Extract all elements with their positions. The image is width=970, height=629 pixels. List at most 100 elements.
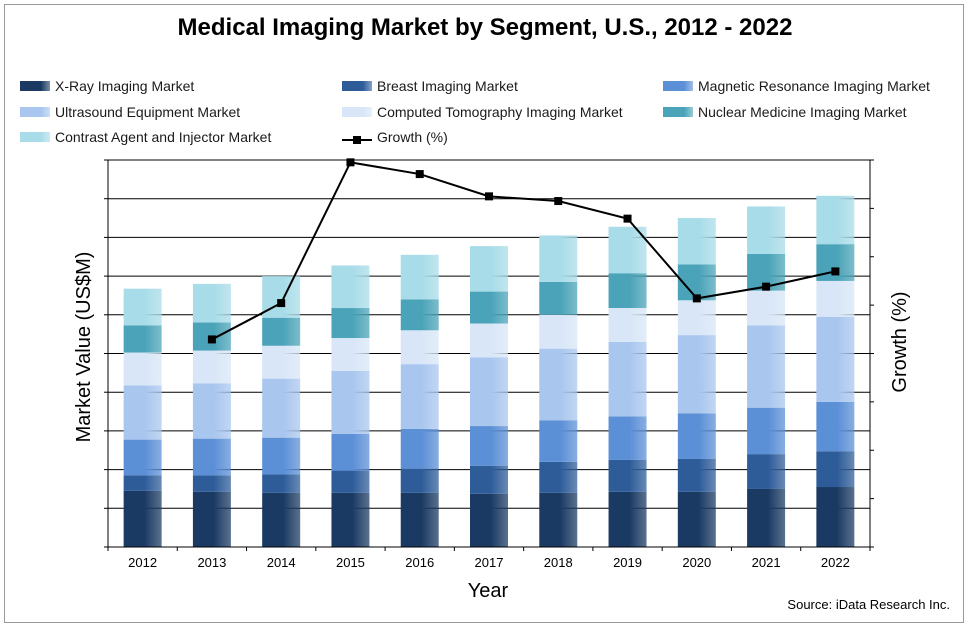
bar-segment xyxy=(816,451,855,488)
legend-label: Growth (%) xyxy=(377,129,448,145)
legend-swatch xyxy=(663,107,693,117)
growth-point xyxy=(485,192,493,201)
axes xyxy=(104,159,874,551)
bar-segment xyxy=(400,254,439,300)
growth-point xyxy=(692,294,701,303)
bar-segment xyxy=(123,325,162,353)
bar-segment xyxy=(123,288,162,326)
bar-segment xyxy=(608,308,647,342)
legend-swatch xyxy=(342,107,372,117)
bar-segment xyxy=(192,383,231,439)
bar-segment xyxy=(331,433,370,471)
bar-segment xyxy=(192,283,231,323)
bar-segment xyxy=(747,407,786,455)
bar-segment xyxy=(539,420,578,462)
source-note: Source: iData Research Inc. xyxy=(787,597,950,612)
bar-segment xyxy=(470,493,508,547)
chart-title: Medical Imaging Market by Segment, U.S.,… xyxy=(177,14,793,41)
legend-label: Computed Tomography Imaging Market xyxy=(377,104,623,120)
x-tick-label: 2013 xyxy=(197,555,226,570)
bar-segment xyxy=(262,345,301,379)
x-tick-label: 2020 xyxy=(682,555,711,570)
bar-segment xyxy=(192,475,231,492)
bar-segment xyxy=(470,357,508,427)
bar-segment xyxy=(539,281,578,315)
bar-segment xyxy=(262,276,301,318)
legend-label: X-Ray Imaging Market xyxy=(55,78,195,94)
bar-segment xyxy=(192,350,231,384)
bar-segment xyxy=(816,280,855,317)
x-tick-label: 2022 xyxy=(821,555,850,570)
legend-label: Contrast Agent and Injector Market xyxy=(55,129,272,145)
bar-segment xyxy=(262,317,301,346)
bar-segment xyxy=(747,206,786,254)
growth-point xyxy=(277,299,286,308)
growth-point xyxy=(623,214,632,223)
growth-point xyxy=(831,267,840,276)
bar-segment xyxy=(677,335,716,414)
bar-segment xyxy=(123,490,162,547)
bar-segment xyxy=(331,308,370,339)
bar-segment xyxy=(400,299,439,331)
legend-swatch xyxy=(663,81,693,91)
bar-segment xyxy=(331,470,370,493)
bar-segment xyxy=(470,246,508,292)
bar-segment xyxy=(747,325,786,408)
bar-segment xyxy=(677,300,716,336)
bar-segment xyxy=(192,491,231,547)
growth-point xyxy=(207,335,216,344)
legend-label: Ultrasound Equipment Market xyxy=(55,104,241,120)
bar-segment xyxy=(192,438,231,476)
growth-line-path xyxy=(211,161,836,341)
bar-segment xyxy=(747,454,786,489)
legend-swatch xyxy=(20,107,50,117)
x-axis-label: Year xyxy=(468,580,509,602)
x-tick-labels: 2012 2013 2014 2015 2016 2017 2018 2019 2020 2021… xyxy=(128,555,850,570)
legend-swatch xyxy=(342,81,372,91)
x-tick-label: 2012 xyxy=(128,555,157,570)
x-tick-label: 2019 xyxy=(613,555,642,570)
growth-line xyxy=(207,158,840,344)
bar-segment xyxy=(677,491,716,547)
bar-segment xyxy=(816,401,855,452)
y2-axis-label: Growth (%) xyxy=(889,291,911,392)
x-tick-label: 2016 xyxy=(405,555,434,570)
bar-segment xyxy=(608,491,647,547)
bar-segment xyxy=(470,323,508,358)
bar-segment xyxy=(123,439,162,476)
x-tick-label: 2017 xyxy=(475,555,504,570)
bar-segment xyxy=(331,338,370,371)
bar-segment xyxy=(470,291,508,324)
legend-line-marker xyxy=(342,132,372,144)
bar-segment xyxy=(608,459,647,492)
bar-segment xyxy=(816,316,855,402)
bar-segment xyxy=(608,273,647,309)
bar-segment xyxy=(677,413,716,459)
bar-segment xyxy=(123,352,162,386)
bar-segment xyxy=(539,235,578,282)
bar-segment xyxy=(539,314,578,349)
bar-segment xyxy=(331,370,370,434)
x-tick-label: 2015 xyxy=(336,555,365,570)
bar-segment xyxy=(262,437,301,475)
bar-segment xyxy=(608,341,647,417)
bar-segment xyxy=(262,378,301,438)
bar-segment xyxy=(747,290,786,326)
bar-segment xyxy=(816,487,855,547)
legend-label: Nuclear Medicine Imaging Market xyxy=(698,104,907,120)
bar-segment xyxy=(400,428,439,469)
bar-segment xyxy=(747,488,786,547)
bar-segment xyxy=(470,426,508,466)
growth-point xyxy=(762,282,771,291)
legend-label: Magnetic Resonance Imaging Market xyxy=(698,78,930,94)
bar-segment xyxy=(677,218,716,265)
bar-segment xyxy=(470,465,508,494)
bar-segment xyxy=(539,461,578,493)
x-tick-label: 2021 xyxy=(752,555,781,570)
legend-label: Breast Imaging Market xyxy=(377,78,518,94)
growth-point xyxy=(346,158,355,167)
bar-segment xyxy=(123,385,162,440)
bar-segment xyxy=(816,195,855,245)
bar-segment xyxy=(539,348,578,421)
